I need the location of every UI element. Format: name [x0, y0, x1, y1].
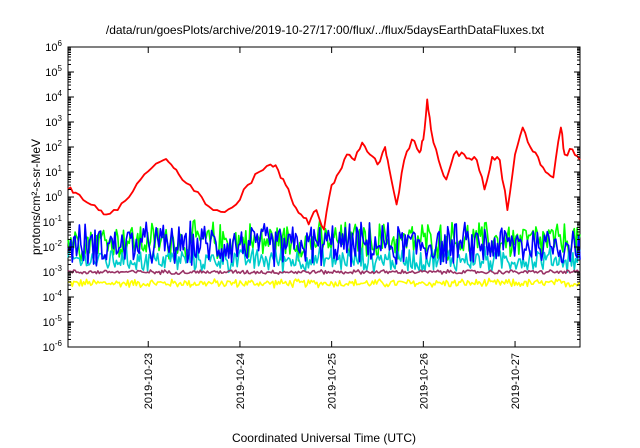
- x-axis: 2019-10-23 2019-10-24 2019-10-25 2019-10-26…: [143, 47, 522, 409]
- series-line-5: [67, 98, 581, 231]
- series-line-3: [67, 220, 581, 268]
- y-tick-label: 104: [45, 89, 62, 104]
- y-tick-label: 102: [45, 139, 62, 154]
- y-tick-label: 10-5: [43, 314, 63, 329]
- y-tick-label: 105: [45, 64, 62, 79]
- series-layer: [67, 98, 581, 289]
- plot-frame: [67, 46, 581, 348]
- x-tick-label: 2019-10-27: [510, 353, 522, 409]
- x-tick-label: 2019-10-25: [327, 353, 339, 409]
- y-axis-label: protons/cm²-s-sr-MeV: [29, 139, 43, 255]
- x-axis-label: Coordinated Universal Time (UTC): [232, 431, 416, 445]
- series-line-0: [67, 277, 581, 289]
- x-tick-label: 2019-10-26: [418, 353, 430, 409]
- series-line-4: [67, 269, 581, 276]
- y-tick-label: 103: [45, 114, 62, 129]
- y-tick-label: 10-4: [43, 289, 63, 304]
- y-tick-label: 100: [45, 189, 62, 204]
- y-tick-label: 10-3: [43, 264, 63, 279]
- y-tick-label: 10-6: [43, 339, 63, 354]
- y-tick-label: 101: [45, 164, 62, 179]
- y-tick-label: 10-2: [43, 239, 63, 254]
- y-axis: 10-6 10-5 10-4 10-3 10-2 10-1 100 101 102 103 104 1…: [43, 39, 580, 354]
- x-tick-label: 2019-10-24: [235, 353, 247, 409]
- y-tick-label: 106: [45, 39, 62, 54]
- x-tick-label: 2019-10-23: [143, 353, 155, 409]
- y-tick-label: 10-1: [43, 214, 63, 229]
- chart-title: /data/run/goesPlots/archive/2019-10-27/1…: [106, 23, 545, 37]
